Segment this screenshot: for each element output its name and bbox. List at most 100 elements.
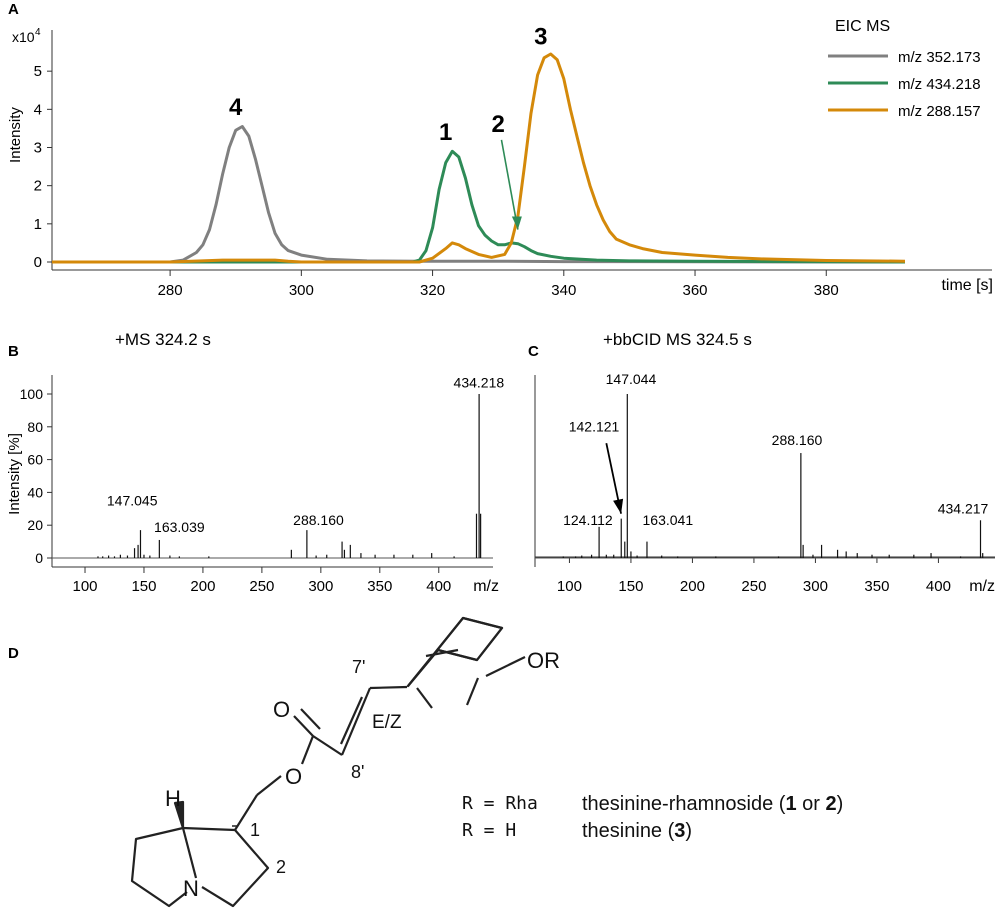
benzene-inner-bond-3	[416, 687, 433, 709]
panel-c-xtick-label: 350	[864, 578, 889, 595]
panel-a-legend-label: m/z 352.173	[898, 49, 981, 66]
panel-b-peak-label: 147.045	[107, 493, 158, 509]
bond-oester-ch2	[256, 775, 282, 796]
legend-rhamnoside: thesinine-rhamnoside (1 or 2)	[582, 793, 843, 815]
panel-b-xlabel: m/z	[473, 578, 499, 595]
panel-a-legend-label: m/z 288.157	[898, 103, 981, 120]
panel-b-peak-label: 163.039	[154, 519, 205, 535]
panel-b-peak-label: 288.160	[293, 512, 344, 528]
panel-a-peak-label: 4	[229, 94, 243, 121]
panel-a-ytick-label: 0	[34, 254, 42, 271]
panel-b-xtick-label: 100	[73, 578, 98, 595]
label-c2: 2	[276, 857, 286, 877]
panel-b-ytick-label: 40	[27, 484, 43, 500]
panel-b-ytick-label: 100	[20, 386, 44, 402]
legend-r-h: R = H	[462, 820, 516, 841]
atom-n: N	[183, 876, 199, 901]
legend-rhamnoside-or: or	[797, 793, 826, 815]
wedge-bond-h	[173, 800, 185, 830]
structure-labels: O O N H OR 7' 8' E/Z 1 2	[165, 648, 560, 901]
panel-a-arrow-line	[500, 139, 519, 230]
panel-b-xtick-label: 200	[190, 578, 215, 595]
legend-thesinine-close: )	[685, 820, 692, 842]
atom-o-carbonyl: O	[273, 697, 290, 722]
panel-a-series-line-1	[52, 125, 906, 264]
atom-o-ester: O	[285, 764, 302, 789]
panel-c-peak-label: 434.217	[938, 501, 989, 517]
panel-label-a: A	[8, 1, 19, 18]
panel-label-b: B	[8, 343, 19, 360]
label-c8: 8'	[351, 762, 364, 782]
panel-c-arrow-head	[613, 498, 624, 514]
panel-a-series-line-3	[52, 52, 906, 264]
bond-c8-n	[181, 827, 198, 879]
panel-a-arrow-head	[511, 216, 522, 230]
panel-b-xtick-label: 150	[131, 578, 156, 595]
legend-rhamnoside-c1: 1	[785, 793, 796, 815]
panel-a-peak-label: 3	[534, 23, 547, 50]
bond-c7-c8	[340, 687, 372, 756]
panel-c-peak-label: 124.112	[563, 512, 613, 528]
legend-rhamnoside-c2: 2	[825, 793, 836, 815]
panel-c-xlabel: m/z	[969, 578, 995, 595]
panel-b-peak-label: 434.218	[454, 374, 505, 390]
benzene-hex	[407, 644, 486, 719]
bond-c7-c8-second	[339, 696, 364, 745]
panel-a-xtick-label: 340	[551, 282, 576, 299]
atom-or: OR	[527, 648, 560, 673]
label-ez: E/Z	[372, 712, 402, 733]
panel-a-ytick-label: 5	[34, 63, 42, 80]
panel-a-xtick-label: 380	[814, 282, 839, 299]
panel-a-xtick-label: 360	[683, 282, 708, 299]
label-c7: 7'	[352, 657, 365, 677]
panel-c-title: +bbCID MS 324.5 s	[603, 330, 752, 349]
panel-a-xlabel: time [s]	[941, 277, 993, 294]
panel-b-ytick-label: 60	[27, 452, 43, 468]
panel-a-xtick-label: 300	[289, 282, 314, 299]
legend-rhamnoside-close: )	[837, 793, 844, 815]
panel-a-legend-label: m/z 434.218	[898, 76, 981, 93]
panel-a-ytick-label: 1	[34, 216, 42, 233]
panel-b-xtick-label: 350	[367, 578, 392, 595]
panel-b-chart: +MS 324.2 s Intensity [%] 0 20 40 60 80 100 1…	[6, 330, 504, 595]
panel-b-xtick-label: 300	[308, 578, 333, 595]
panel-b-ylabel: Intensity [%]	[6, 433, 23, 515]
label-c1: 1	[250, 820, 260, 840]
panel-a-xtick-label: 280	[158, 282, 183, 299]
panel-b-title: +MS 324.2 s	[115, 330, 211, 349]
panel-a-ytick-label: 3	[34, 140, 42, 157]
benzene-inner-bond-2	[465, 677, 480, 706]
panel-c-peak-label: 288.160	[772, 432, 823, 448]
panel-a-ylabel: Intensity	[7, 107, 24, 163]
legend-r-rha: R = Rha	[462, 793, 538, 814]
panel-a-xtick-label: 320	[420, 282, 445, 299]
benzene-inner-bond-1	[425, 648, 459, 658]
panel-a-series-line-2	[52, 149, 906, 264]
panel-label-c: C	[528, 343, 539, 360]
panel-c-xtick-label: 300	[803, 578, 828, 595]
panel-a-ytick-label: 4	[34, 101, 42, 118]
atom-h: H	[165, 786, 181, 811]
bond-c8-carbonyl	[312, 735, 343, 756]
pyrrolizidine-left-ring	[130, 826, 188, 908]
legend-thesinine: thesinine (3)	[582, 820, 692, 842]
bond-carbonyl-o-second	[300, 708, 321, 730]
panel-c-xtick-label: 400	[926, 578, 951, 595]
legend-thesinine-c1: 3	[674, 820, 685, 842]
panel-label-d: D	[8, 645, 19, 662]
panel-b-ytick-label: 20	[27, 517, 43, 533]
panel-c-peak-label: 163.041	[643, 512, 694, 528]
panel-b-xtick-label: 400	[426, 578, 451, 595]
panel-a-peak-label: 2	[492, 111, 505, 138]
structure-d	[130, 616, 526, 908]
panel-c-xtick-label: 250	[741, 578, 766, 595]
pyrrolizidine-right-ring	[182, 826, 270, 908]
panel-c-peak-label: 147.044	[606, 371, 657, 387]
panel-b-ytick-label: 0	[35, 550, 43, 566]
bond-ring-c7	[369, 685, 408, 690]
panel-a-chart: x10 4 Intensity 0 1 2 3 4 5 280 300 320 340 360 38…	[7, 18, 993, 299]
panel-a-peak-label: 1	[439, 119, 452, 146]
structure-legend: R = Rha thesinine-rhamnoside (1 or 2) R …	[462, 793, 843, 842]
panel-a-ytick-label: 2	[34, 178, 42, 195]
